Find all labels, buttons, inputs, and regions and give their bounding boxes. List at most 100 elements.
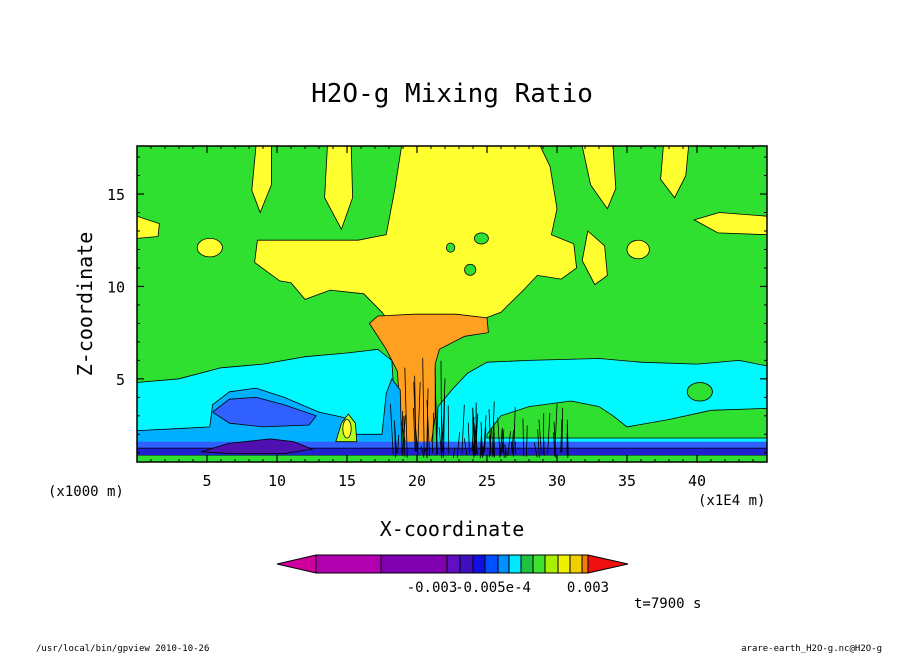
field-contour-line <box>426 388 429 457</box>
field-purple-patch <box>201 438 314 455</box>
field-yellow-streak <box>137 215 160 239</box>
field-contour-line <box>471 416 475 452</box>
colorbar-segment <box>544 554 559 574</box>
colorbar-segment <box>459 554 474 574</box>
x-tick-label: 10 <box>268 472 286 490</box>
x-tick-label: 30 <box>548 472 566 490</box>
colorbar-label: 0.003 <box>567 580 609 596</box>
colorbar-segment <box>508 554 522 574</box>
field-contour-line <box>522 418 525 457</box>
field-contour-line <box>401 410 404 454</box>
field-contour-line <box>538 419 542 455</box>
colorbar-segment <box>581 554 589 574</box>
y-tick-label: 15 <box>107 186 125 204</box>
y-axis-label: Z-coordinate <box>73 232 97 377</box>
field-contour-line <box>441 416 444 456</box>
field-contour-line <box>507 431 511 457</box>
field-contour-line <box>473 422 477 452</box>
field-contour-line <box>554 403 558 456</box>
field-contour-line <box>467 422 470 454</box>
x-unit-right: (x1E4 m) <box>698 493 765 509</box>
footer-right: arare-earth_H2O-g.nc@H2O-g <box>741 644 882 654</box>
x-axis: 5 10 15 20 25 30 35 40 <box>150 146 754 490</box>
field-contour-line <box>483 415 487 453</box>
field-yellow-blob <box>626 239 650 260</box>
field-yellow-streak <box>581 230 608 286</box>
field-contour-line <box>484 427 487 452</box>
field-contour-line <box>403 416 406 457</box>
field-contour-line <box>402 416 406 456</box>
field-contour-line <box>504 444 507 458</box>
field-contour-line <box>431 412 435 454</box>
field-contour-line <box>493 421 495 458</box>
field-contour-line <box>547 412 551 455</box>
x-tick-label: 20 <box>408 472 426 490</box>
field-contour-line <box>489 435 492 456</box>
field-contour-line <box>537 429 540 458</box>
field-yellow-streak <box>251 146 272 214</box>
field-contour-line <box>394 426 397 458</box>
colorbar-segment <box>569 554 583 574</box>
colorbar-label: -0.005e-4 <box>455 580 531 596</box>
colorbar-high-arrow <box>587 554 629 574</box>
field-contour-line <box>472 407 476 456</box>
field-contour-line <box>473 424 477 458</box>
x-tick-label: 5 <box>202 472 211 490</box>
field-yellow-streak <box>660 146 690 199</box>
colorbar <box>276 554 629 574</box>
field-blue-patch <box>211 396 317 428</box>
y-axis: 5 10 15 <box>107 156 767 454</box>
field-yellow-cell <box>342 419 352 439</box>
colorbar-segment <box>497 554 510 574</box>
chart-title: H2O-g Mixing Ratio <box>311 79 593 109</box>
field-contour-line <box>413 381 417 453</box>
field-contour-line <box>456 432 460 458</box>
field-contour-line <box>492 447 495 456</box>
field-contour-line <box>553 432 556 457</box>
plot-frame <box>136 145 768 463</box>
colorbar-segment <box>380 554 448 574</box>
field-contour-line <box>447 405 450 454</box>
field-contour-line <box>420 445 425 458</box>
colorbar-segment <box>315 554 382 574</box>
field-contour-line <box>492 401 495 454</box>
field-contour-line <box>390 404 394 455</box>
field-yellow-streak <box>693 212 767 236</box>
field-yellow-anvil <box>254 146 578 335</box>
field-contour-line <box>443 394 446 458</box>
field-contour-line <box>497 417 501 455</box>
field-contour-line <box>533 442 538 458</box>
field-contour-line <box>404 367 408 458</box>
colorbar-segment <box>557 554 571 574</box>
x-tick-label: 40 <box>688 472 706 490</box>
field-contour-line <box>440 360 443 459</box>
field-contour-line <box>435 400 438 455</box>
field-yellow-streak <box>581 146 617 210</box>
field-contour-line <box>566 419 569 456</box>
colorbar-segment <box>446 554 461 574</box>
colorbar-low-arrow <box>276 554 317 574</box>
field-contour-line <box>510 441 514 454</box>
contour-field <box>137 146 767 462</box>
field-contour-line <box>422 357 425 456</box>
footer-left: /usr/local/bin/gpview 2010-10-26 <box>36 644 209 654</box>
field-contour-line <box>475 441 478 455</box>
colorbar-labels: -0.003-0.005e-4 0.003 <box>407 580 609 596</box>
field-contour-line <box>526 425 528 457</box>
field-contour-line <box>438 427 442 453</box>
field-green-blob <box>686 382 713 402</box>
field-yellow-blob <box>196 237 223 258</box>
field-contour-line <box>488 428 492 458</box>
x-tick-label: 35 <box>618 472 636 490</box>
field-yellow-streak <box>324 146 354 231</box>
field-bottom-green <box>137 455 767 462</box>
field-contour-line <box>423 448 427 453</box>
y-tick-label: 10 <box>107 278 125 296</box>
field-green-hole <box>464 263 477 276</box>
field-green-hole <box>473 232 489 245</box>
colorbar-segment <box>520 554 534 574</box>
field-contour-line <box>452 447 456 458</box>
field-blue-strip <box>137 441 767 453</box>
colorbar-label: -0.003 <box>407 580 458 596</box>
